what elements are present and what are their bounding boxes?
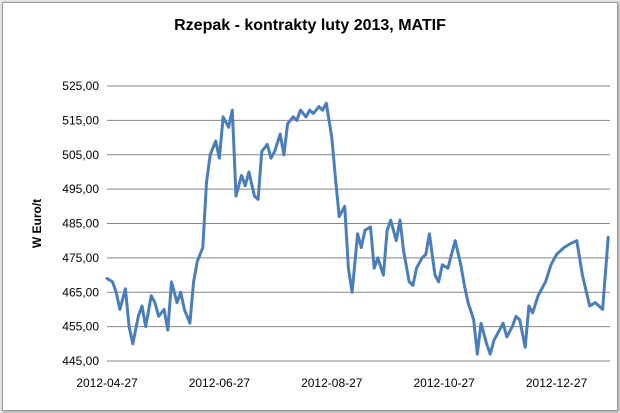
x-tick-labels: 2012-04-27 2012-06-27 2012-08-27 2012-10-27… [76, 376, 587, 390]
y-tick-label: 465,00 [62, 285, 99, 299]
line-chart: 445,00 455,00 465,00 475,00 485,00 495,00 505,… [30, 79, 610, 390]
gridlines [107, 85, 610, 328]
x-tick-label: 2012-04-27 [76, 376, 138, 390]
y-tick-label: 505,00 [62, 148, 99, 162]
chart-title: Rzepak - kontrakty luty 2013, MATIF [174, 17, 446, 34]
x-tick-label: 2012-12-27 [526, 376, 588, 390]
x-tick-label: 2012-10-27 [413, 376, 475, 390]
y-tick-labels: 445,00 455,00 465,00 475,00 485,00 495,00 505,… [62, 79, 99, 368]
x-tick-label: 2012-06-27 [189, 376, 251, 390]
y-tick-label: 525,00 [62, 79, 99, 93]
y-tick-label: 445,00 [62, 354, 99, 368]
x-tick-label: 2012-08-27 [301, 376, 363, 390]
y-tick-label: 475,00 [62, 251, 99, 265]
y-axis-label: W Euro/t [30, 199, 44, 248]
y-tick-label: 485,00 [62, 217, 99, 231]
y-tick-label: 455,00 [62, 320, 99, 334]
y-tick-label: 515,00 [62, 113, 99, 127]
y-tick-label: 495,00 [62, 182, 99, 196]
series-line-rzepak [105, 101, 610, 356]
